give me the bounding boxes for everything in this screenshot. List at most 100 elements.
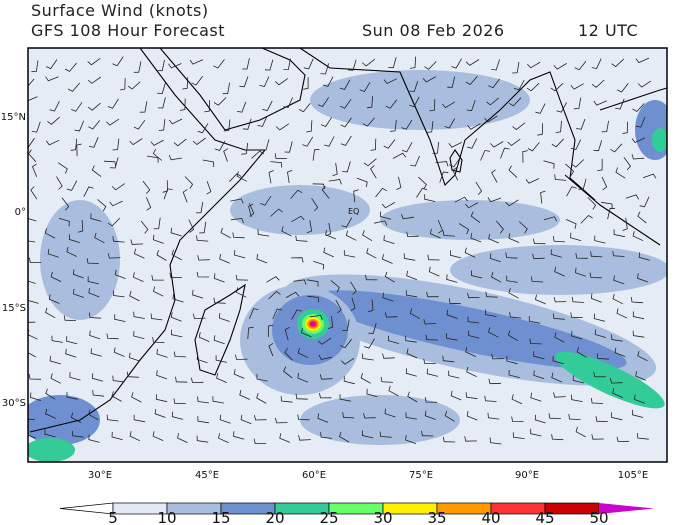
wind-barb [196,271,210,278]
wind-barb [87,76,102,84]
wind-barb [170,227,182,237]
wind-barb [163,188,173,200]
colorbar-label: 5 [108,509,118,525]
wind-barb [418,176,427,190]
wind-barb [450,250,462,259]
wind-barb [247,326,254,339]
wind-barb [342,319,350,331]
wind-barb [31,60,39,73]
wind-barb [565,163,575,176]
wind-barb [341,357,355,365]
wind-barb [637,350,648,362]
wind-barb [365,274,378,281]
wind-barb [257,229,270,237]
wind-barb [375,187,387,198]
wind-barb [356,177,368,188]
wind-barb [390,119,397,132]
wind-barb [553,392,566,398]
wind-barb [320,117,333,127]
wind-barb [133,248,145,259]
wind-barb [297,348,309,359]
wind-barb [113,347,125,357]
wind-barb [107,217,121,227]
wind-barb [234,250,246,259]
wind-barb [424,194,436,202]
wind-barb [106,414,119,422]
wind-barb [401,142,413,153]
wind-barb [403,253,416,261]
wind-barb [551,372,563,383]
wind-barb [223,148,229,162]
wind-barb [298,435,311,441]
wind-barb [533,238,546,245]
wind-barb [109,200,123,207]
wind-barb [70,412,82,423]
wind-barb [297,373,309,383]
wind-barb [112,290,125,298]
wind-barb [49,101,60,112]
wind-barb [177,433,188,443]
wind-barb [613,275,625,285]
wind-barb [171,249,182,261]
wind-barb [465,392,478,400]
wind-barb [214,140,226,151]
wind-barb [306,220,313,234]
wind-barb [612,250,625,257]
wind-barb [490,141,504,148]
wind-barb [236,171,247,182]
wind-barb [466,366,477,377]
wind-barb [381,202,396,209]
wind-barb [127,81,141,90]
wind-barb [324,136,335,147]
lon-label: 75°E [409,470,433,481]
wind-barb [171,329,183,338]
wind-barb [611,412,623,421]
wind-barb [199,221,207,234]
wind-barb [451,58,462,69]
wind-barb [133,311,145,319]
wind-barb [426,120,434,133]
wind-barb [274,153,288,159]
wind-barbs [28,56,657,445]
wind-barb [343,250,356,258]
wind-barb [597,158,603,172]
wind-barb [330,280,340,293]
wind-barb [283,97,293,108]
wind-barb [190,377,204,383]
wind-barb [192,137,206,146]
lat-label: 30°S [2,398,26,409]
wind-barb [446,274,458,283]
wind-barb [302,136,314,147]
wind-barb [638,252,650,261]
wind-barb [253,438,267,445]
wind-barb [409,308,421,320]
wind-barb [223,119,231,132]
wind-barb [392,152,407,159]
wind-barb [610,378,623,384]
wind-barb [421,430,434,437]
wind-barb [636,432,649,440]
wind-speed-shading [28,70,667,462]
wind-barb [319,374,333,380]
wind-barb [464,202,479,209]
wind-barb [339,79,351,90]
wind-barb [90,213,102,222]
colorbar-label: 40 [481,509,500,525]
wind-barb [572,375,584,384]
wind-barb [202,159,215,168]
wind-barb [595,416,608,422]
wind-barb [45,59,58,70]
wind-barb [230,217,244,224]
wind-barb [611,334,623,342]
wind-barb [87,276,99,285]
wind-barb [155,394,168,403]
wind-barb [379,211,392,220]
wind-barb [28,280,36,284]
wind-barb [249,308,259,320]
wind-barb [173,398,186,404]
wind-barb [328,179,342,185]
wind-barb [173,138,187,147]
wind-barb [132,272,144,282]
wind-barb [129,431,141,442]
